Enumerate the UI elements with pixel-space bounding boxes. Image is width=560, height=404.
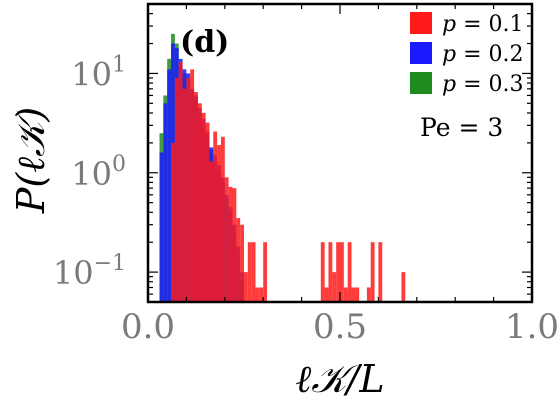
plot-frame xyxy=(146,2,534,304)
bar-p-0-1-47 xyxy=(351,287,356,302)
y-tick-label: 100 xyxy=(71,152,126,193)
bar-p-0-1-51 xyxy=(366,287,371,302)
legend-swatch xyxy=(410,42,432,64)
bar-p-0-1-7 xyxy=(197,103,202,302)
bar-p-0-1-9 xyxy=(205,122,210,302)
bar-p-0-1-1 xyxy=(174,77,179,303)
y-axis-title: P(ℓ𝒦) xyxy=(9,107,53,214)
x-tick-label: 0.5 xyxy=(313,307,367,347)
legend-swatch xyxy=(410,72,432,94)
bar-p-0-1-14 xyxy=(224,177,229,302)
bar-p-0-1-41 xyxy=(328,242,333,302)
bar-p-0-1-18 xyxy=(240,224,244,302)
panel-label: (d) xyxy=(180,25,229,60)
bar-p-0-2-2 xyxy=(167,69,172,303)
x-tick-labels: 0.0 0.5 1.0 xyxy=(121,307,559,347)
bar-p-0-1-6 xyxy=(194,92,198,303)
bar-p-0-1-46 xyxy=(347,242,352,302)
bar-p-0-1-0 xyxy=(171,142,175,302)
bar-p-0-1-4 xyxy=(186,77,191,303)
bar-p-0-1-8 xyxy=(201,112,206,303)
bar-p-0-1-40 xyxy=(324,287,329,302)
bar-p-0-1-39 xyxy=(320,242,325,302)
x-tick-label: 0.0 xyxy=(121,307,175,347)
bar-p-0-1-16 xyxy=(232,188,237,302)
y-tick-labels: 101 100 10−1 xyxy=(53,52,126,292)
bar-p-0-1-10 xyxy=(209,161,214,302)
legend-label: p = 0.1 xyxy=(442,12,524,37)
bar-p-0-1-23 xyxy=(259,287,264,302)
legend-label: p = 0.3 xyxy=(442,72,524,97)
bar-p-0-1-11 xyxy=(213,131,218,302)
bar-p-0-1-21 xyxy=(251,242,256,302)
bar-p-0-1-2 xyxy=(178,62,183,303)
annotation-pe: Pe = 3 xyxy=(420,113,503,142)
bar-p-0-1-17 xyxy=(236,218,241,302)
bar-p-0-1-5 xyxy=(190,69,195,303)
bar-p-0-1-52 xyxy=(370,242,375,302)
x-tick-label: 1.0 xyxy=(505,307,559,347)
bar-p-0-1-45 xyxy=(343,287,348,302)
bar-p-0-1-3 xyxy=(182,88,187,302)
bar-p-0-1-48 xyxy=(355,287,360,302)
y-tick-label: 101 xyxy=(71,52,126,93)
bar-p-0-1-20 xyxy=(247,242,252,302)
bar-p-0-1-54 xyxy=(378,242,383,302)
bar-p-0-2-0 xyxy=(159,152,164,302)
bar-p-0-1-12 xyxy=(217,145,221,302)
legend-swatch xyxy=(410,12,432,34)
bar-p-0-1-22 xyxy=(255,287,260,302)
x-axis-title: ℓ𝒦/L xyxy=(295,357,384,401)
bar-p-0-2-1 xyxy=(163,103,168,302)
histogram-bars xyxy=(159,33,406,303)
y-tick-label: 10−1 xyxy=(53,251,126,292)
bar-p-0-1-19 xyxy=(244,272,248,302)
legend-label: p = 0.2 xyxy=(442,42,524,67)
bar-p-0-1-13 xyxy=(220,136,225,302)
bar-p-0-1-44 xyxy=(340,242,344,302)
bar-p-0-1-24 xyxy=(263,242,268,302)
bar-p-0-1-43 xyxy=(336,242,340,302)
bar-p-0-1-60 xyxy=(401,272,406,302)
bar-p-0-1-42 xyxy=(332,272,337,302)
legend: p = 0.1 p = 0.2 p = 0.3 xyxy=(410,12,524,97)
bar-p-0-1-15 xyxy=(228,186,233,302)
